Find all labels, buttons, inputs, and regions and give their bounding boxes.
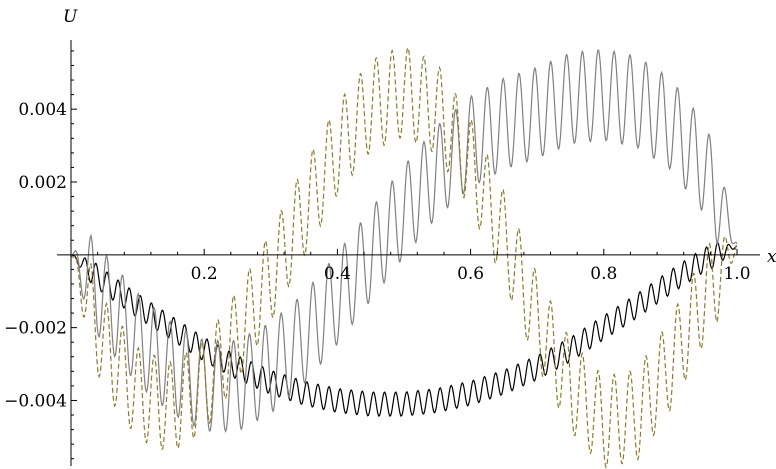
series-3-line <box>70 46 738 469</box>
x-tick-label: 0.2 <box>191 264 218 284</box>
y-tick-label: −0.002 <box>4 319 67 339</box>
x-axis-label: x <box>767 247 776 267</box>
series-1-line <box>70 241 738 417</box>
y-tick-label: 0.004 <box>18 100 67 120</box>
ticks: 0.2 0.4 0.6 0.8 1.0 0.004 0.002 −0.002 −0.004 <box>4 50 751 460</box>
x-tick-label: 0.4 <box>324 264 351 284</box>
y-tick-label: 0.002 <box>18 173 67 193</box>
series-group <box>70 46 738 469</box>
x-tick-label: 0.8 <box>590 264 617 284</box>
axes: 0.2 0.4 0.6 0.8 1.0 0.004 0.002 −0.002 −0.004 <box>4 40 760 466</box>
x-tick-label: 1.0 <box>723 264 750 284</box>
y-tick-label: −0.004 <box>4 391 67 411</box>
x-tick-label: 0.6 <box>457 264 484 284</box>
y-axis-label: U <box>63 7 78 27</box>
series-2-line <box>70 49 738 434</box>
